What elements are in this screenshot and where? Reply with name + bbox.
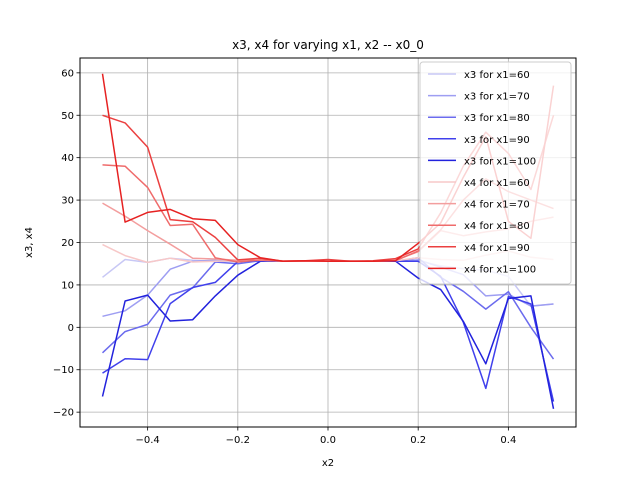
y-tick-label: 60 — [61, 68, 74, 79]
axis-ticks: −0.4 −0.2 0.0 0.2 0.4 −20 −10 0 10 20 30 40 50 60 — [53, 68, 516, 446]
y-tick-label: 20 — [61, 238, 74, 249]
y-tick-label: 0 — [68, 323, 74, 334]
legend-label: x4 for x1=80 — [464, 221, 530, 232]
x-tick-label: 0.0 — [320, 435, 336, 446]
x-axis-label: x2 — [322, 458, 334, 469]
legend-label: x4 for x1=90 — [464, 243, 530, 254]
chart-title: x3, x4 for varying x1, x2 -- x0_0 — [232, 38, 424, 52]
y-tick-label: 10 — [61, 280, 74, 291]
legend-label: x3 for x1=90 — [464, 135, 530, 146]
legend-label: x3 for x1=70 — [464, 92, 530, 103]
y-tick-label: −10 — [53, 365, 74, 376]
legend-label: x4 for x1=100 — [464, 264, 536, 275]
y-tick-label: 30 — [61, 196, 74, 207]
y-tick-label: 50 — [61, 111, 74, 122]
y-tick-label: 40 — [61, 153, 74, 164]
legend-label: x3 for x1=60 — [464, 70, 530, 81]
y-tick-label: −20 — [53, 408, 74, 419]
legend-box — [419, 61, 572, 285]
legend-label: x4 for x1=60 — [464, 178, 530, 189]
x-tick-label: −0.4 — [135, 435, 159, 446]
y-axis-label: x3, x4 — [24, 227, 35, 258]
x-tick-label: 0.2 — [410, 435, 426, 446]
legend: x3 for x1=60 x3 for x1=70 x3 for x1=80 x3 f… — [419, 61, 572, 285]
x-tick-label: 0.4 — [500, 435, 516, 446]
legend-label: x4 for x1=70 — [464, 200, 530, 211]
x-tick-label: −0.2 — [226, 435, 250, 446]
legend-label: x3 for x1=100 — [464, 156, 536, 167]
legend-label: x3 for x1=80 — [464, 113, 530, 124]
